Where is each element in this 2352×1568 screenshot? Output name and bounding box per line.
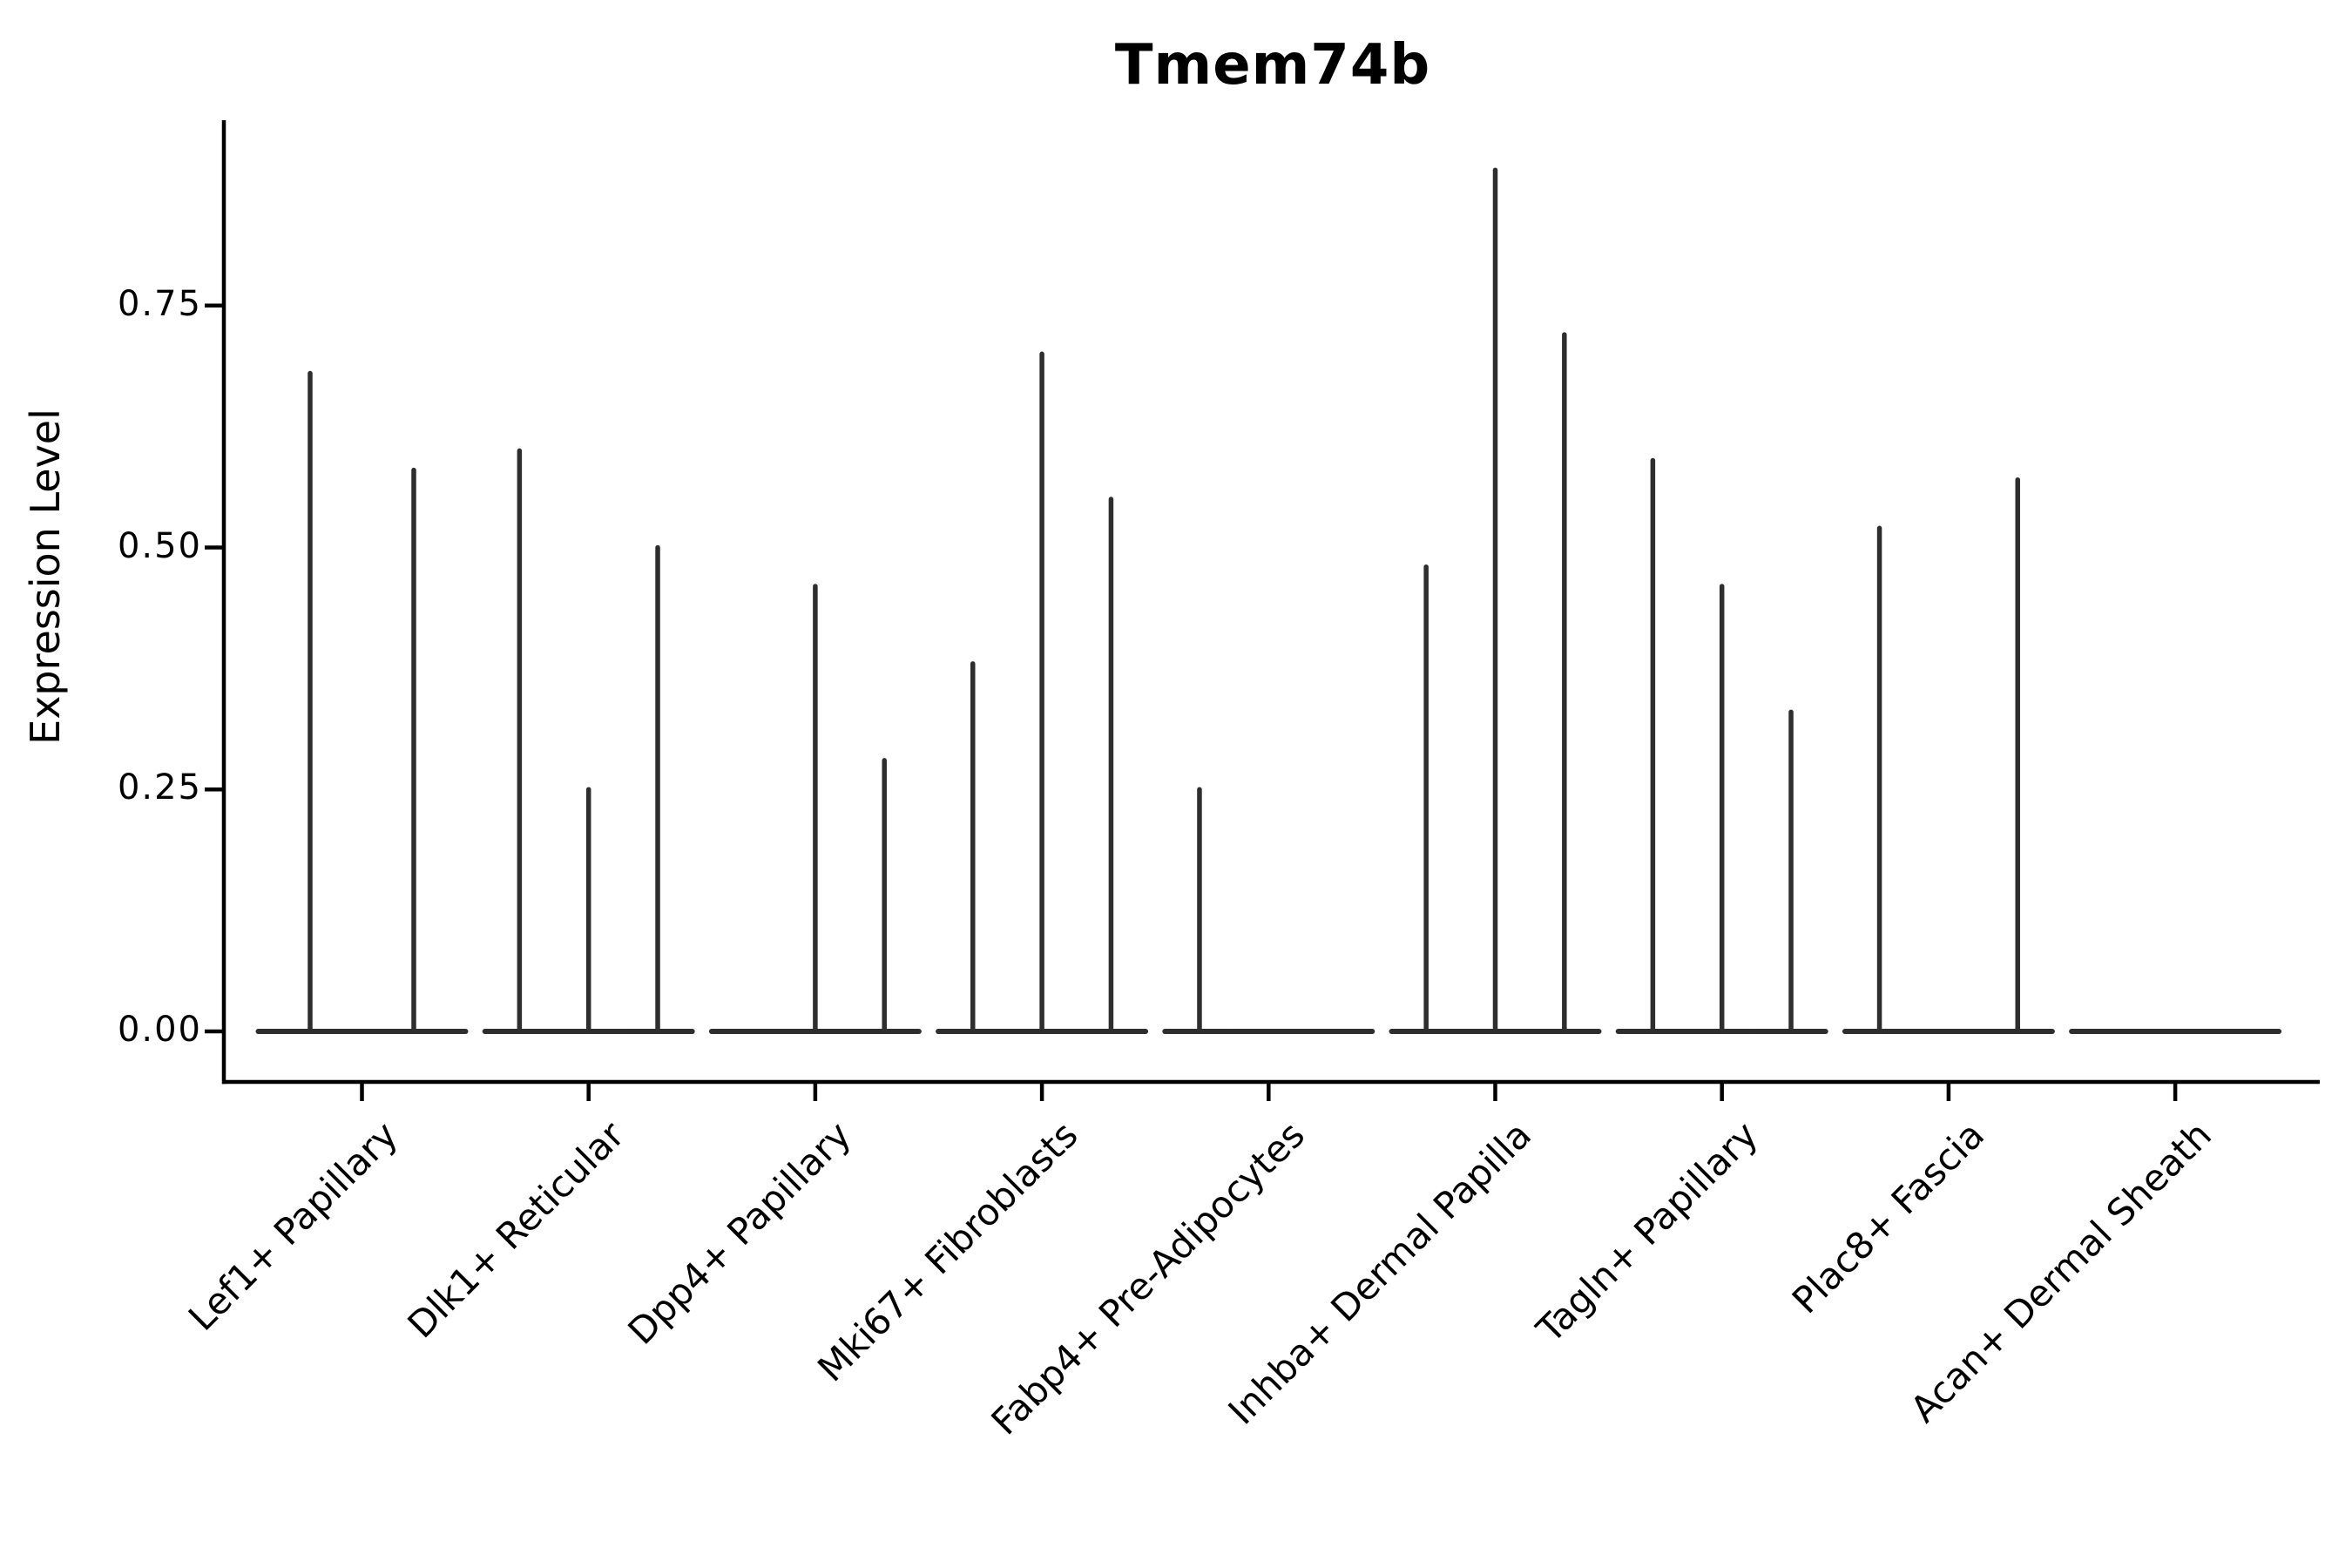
y-tick-label: 0.75 — [117, 283, 202, 324]
page-title: Tmem74b — [1114, 33, 1431, 98]
y-tick-label: 0.25 — [117, 767, 202, 808]
y-axis-title-text: Expression Level — [22, 409, 69, 745]
y-tick-label: 0.00 — [117, 1010, 202, 1051]
y-tick-label: 0.50 — [117, 525, 202, 566]
